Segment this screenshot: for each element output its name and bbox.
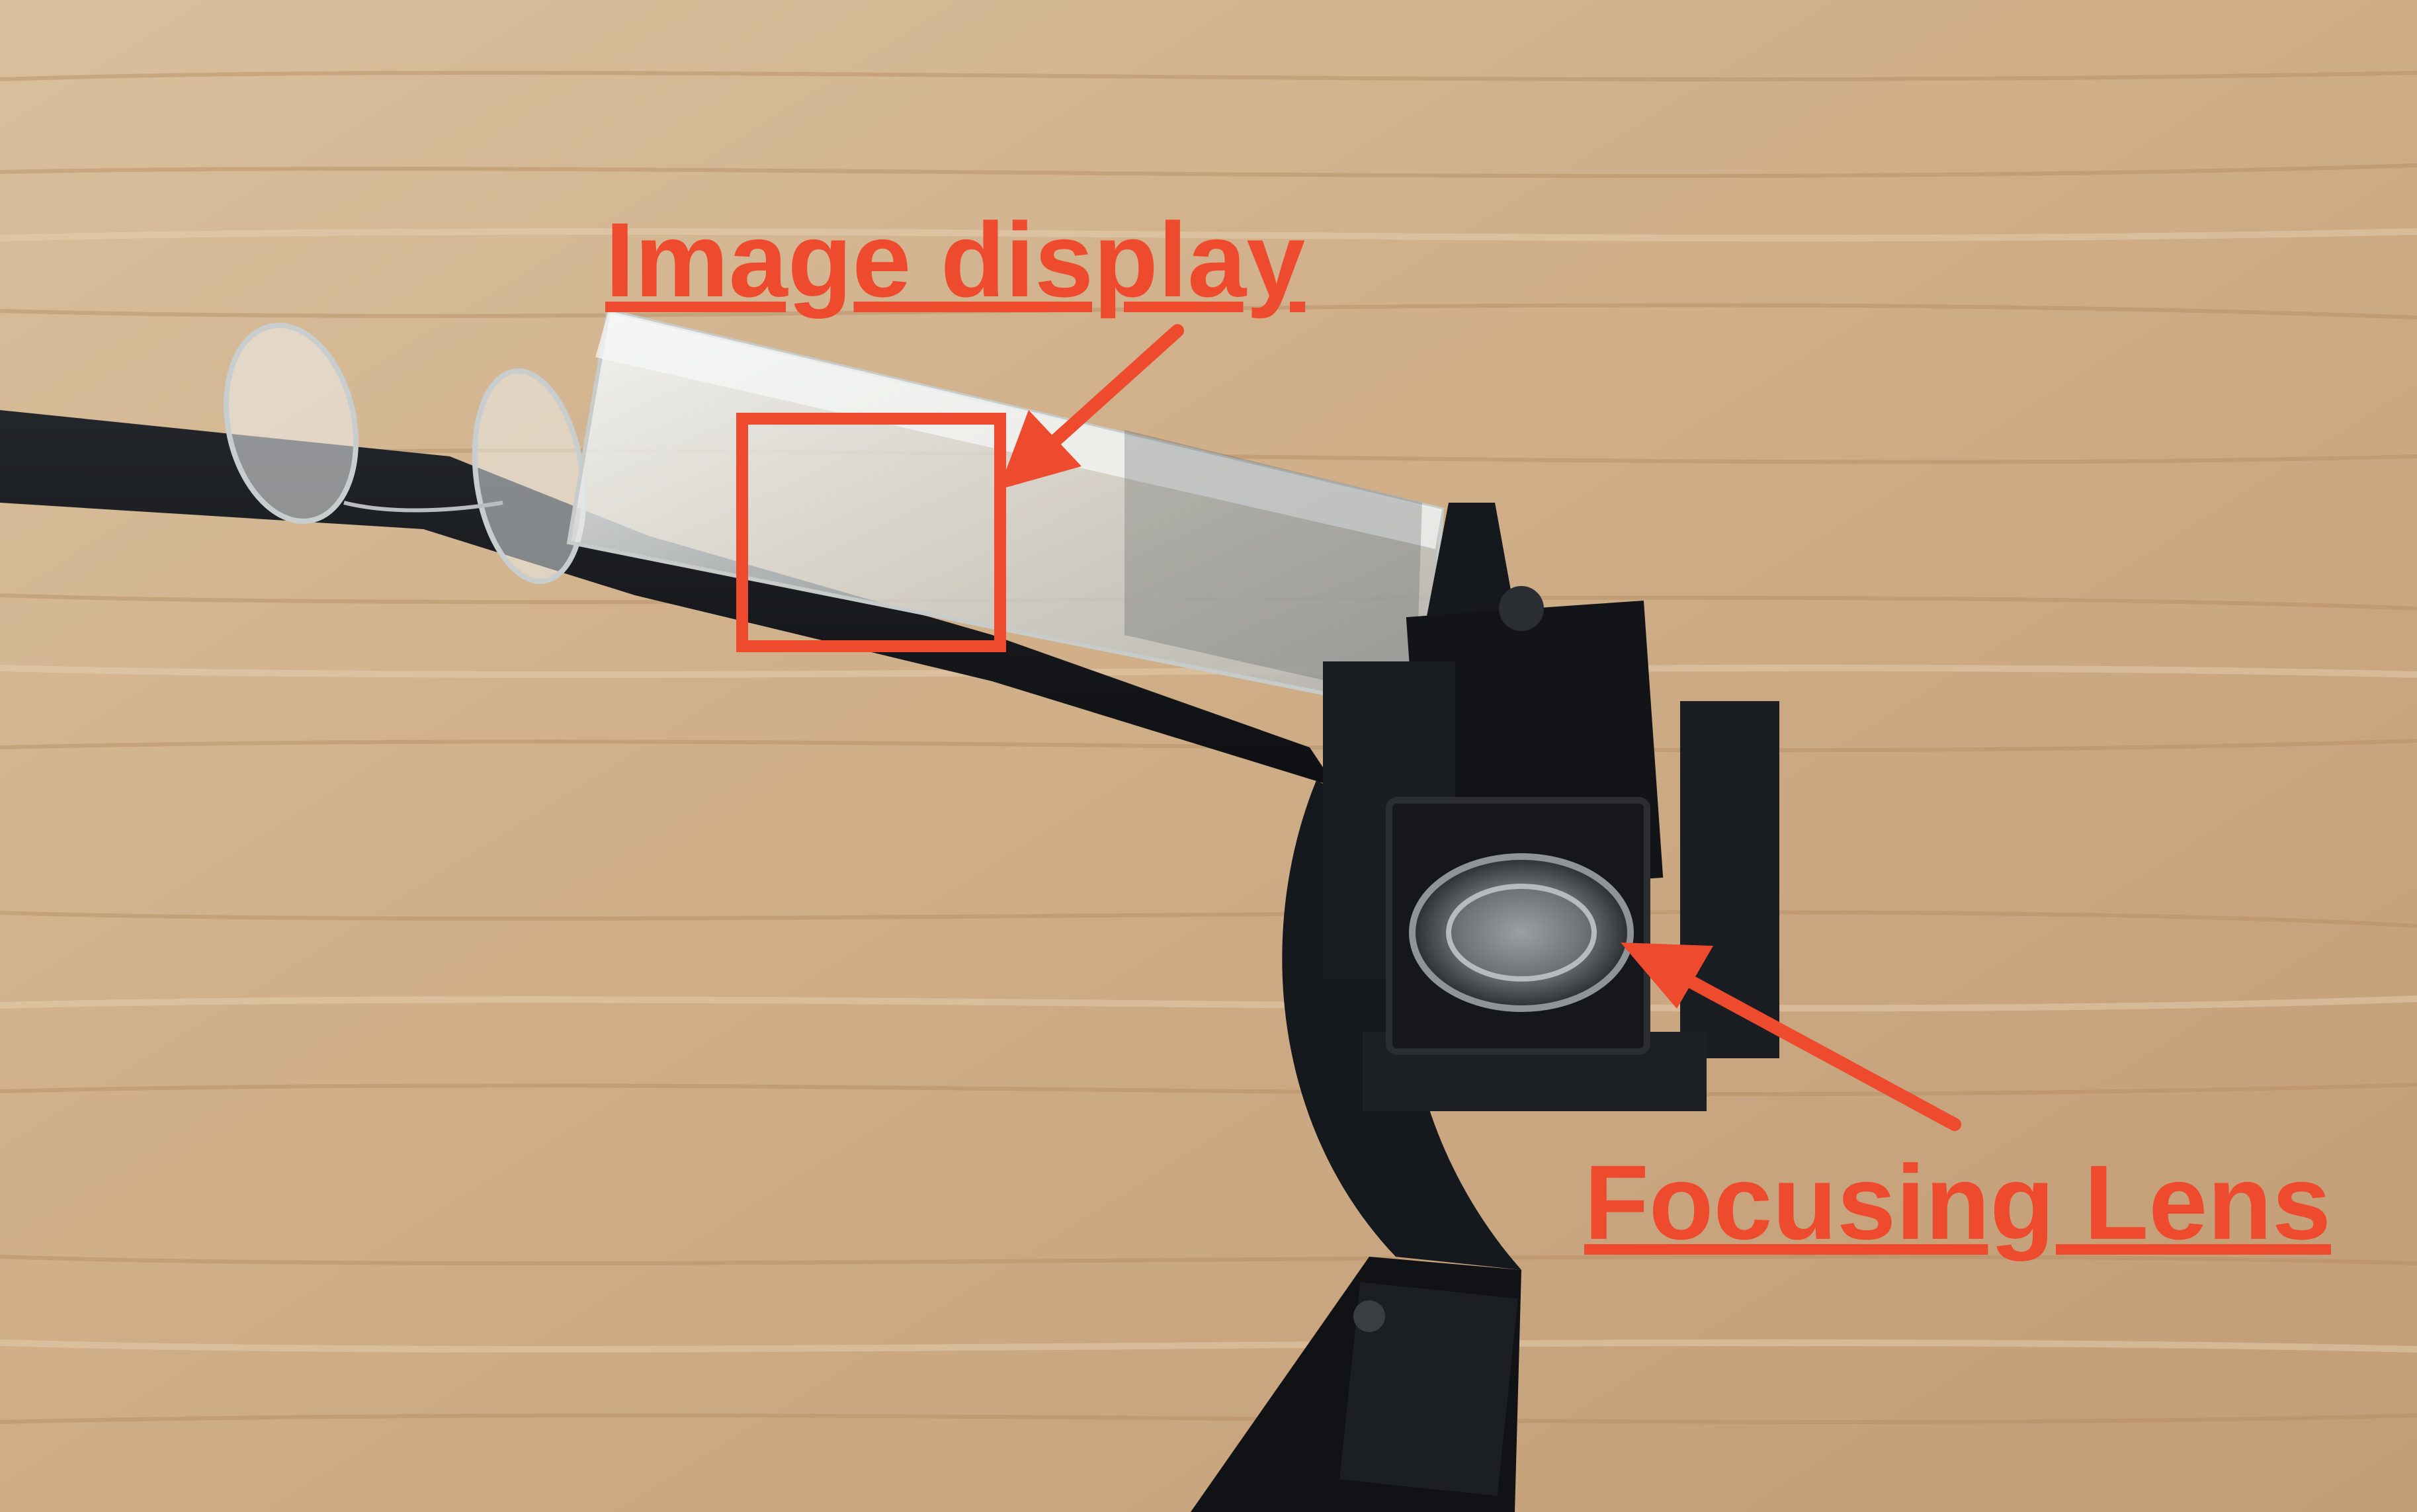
- focusing-lens-arrow-shaft: [1667, 966, 1961, 1131]
- focusing-lens-element: [1409, 853, 1634, 1012]
- focusing-lens-arrowhead: [1621, 943, 1713, 1009]
- image-display-arrowhead: [999, 410, 1081, 489]
- image-display-arrow-shaft: [1039, 324, 1184, 456]
- focusing-lens-label: Focusing Lens: [1584, 1143, 2331, 1261]
- focusing-lens-annotation: Focusing Lens: [1584, 943, 2331, 1261]
- projector-module: [1323, 503, 1779, 1111]
- image-display-label: Image display: [605, 200, 1305, 319]
- nose-pads: [223, 322, 587, 584]
- image-display-annotation: Image display: [605, 200, 1305, 652]
- image-display-highlight-box: [736, 413, 1006, 652]
